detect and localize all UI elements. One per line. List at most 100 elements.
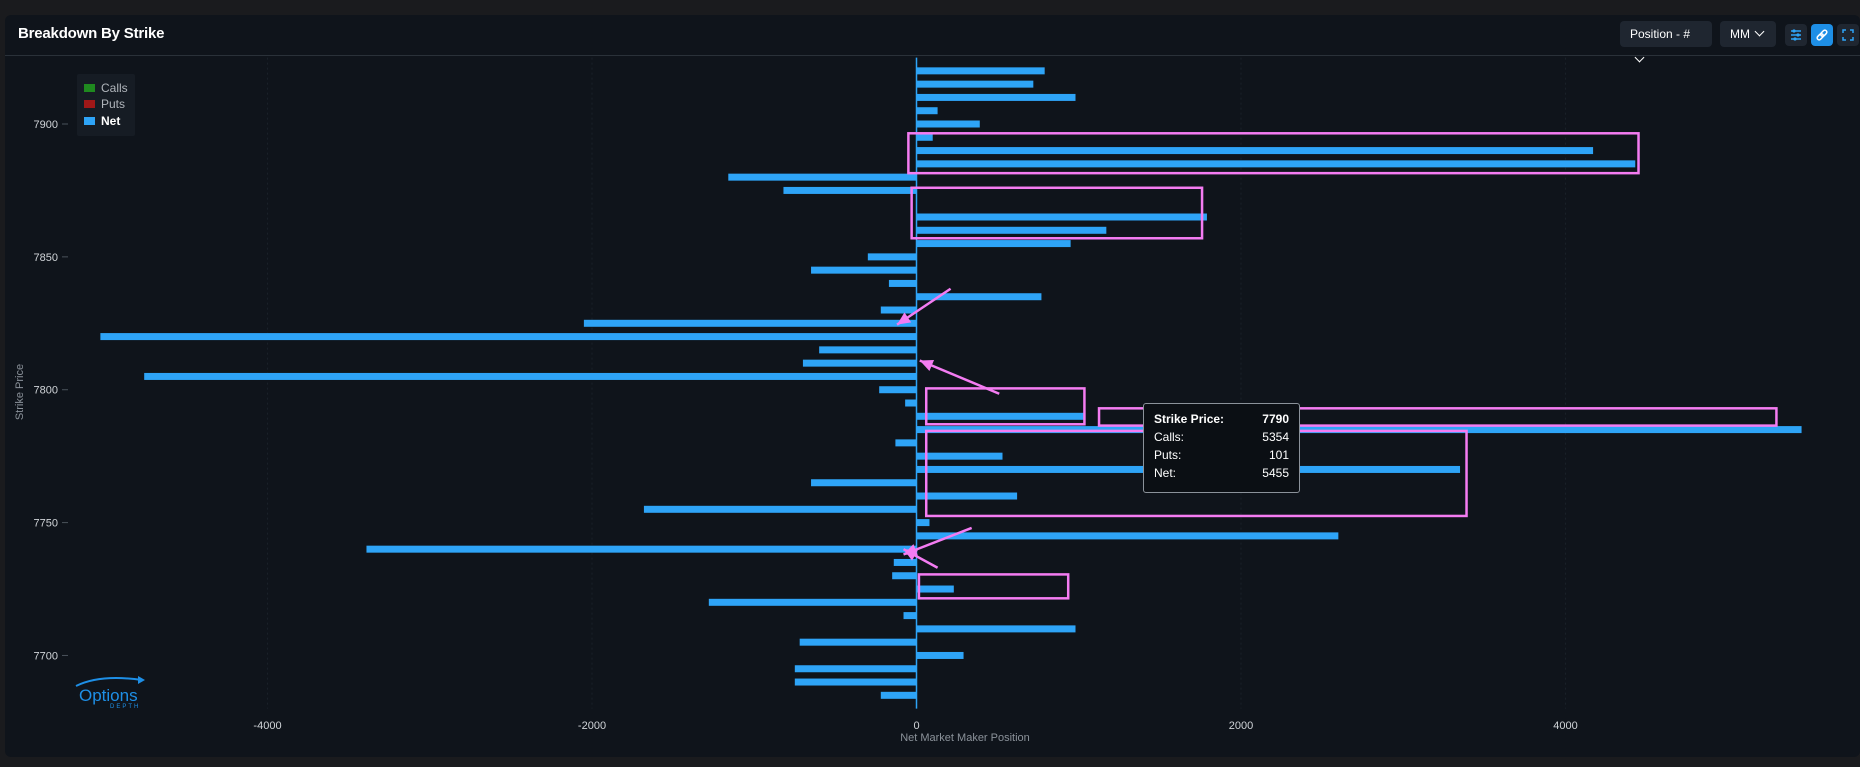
tooltip-calls-label: Calls: xyxy=(1154,430,1185,444)
x-axis-ticks: -4000 -2000 0 2000 4000 xyxy=(253,720,1577,732)
net-bar-7705[interactable] xyxy=(799,638,917,646)
highlight-boxes xyxy=(907,132,1778,600)
net-bar-7880[interactable] xyxy=(728,173,917,181)
legend-item-puts[interactable]: Puts xyxy=(101,97,125,111)
highlight-box-3 xyxy=(924,387,1086,426)
logo-subtext: DEPTH xyxy=(110,704,140,710)
net-bar-7885[interactable] xyxy=(916,160,1636,168)
arrow-2 xyxy=(919,359,1000,395)
net-bar-7845[interactable] xyxy=(811,266,917,274)
net-bar-7690[interactable] xyxy=(794,678,917,686)
sliders-icon xyxy=(1791,29,1801,41)
annotation-arrows xyxy=(896,287,1000,569)
net-bar-7900[interactable] xyxy=(916,120,980,128)
tooltip-puts-label: Puts: xyxy=(1154,448,1182,462)
highlight-box-6 xyxy=(917,573,1070,600)
x-tick-label: -4000 xyxy=(253,720,281,732)
link-button[interactable] xyxy=(1811,24,1833,46)
net-bar-7715[interactable] xyxy=(903,612,917,620)
net-bar-7895[interactable] xyxy=(916,133,933,141)
y-tick-label: 7800 xyxy=(34,385,58,397)
net-bar-7920[interactable] xyxy=(916,67,1045,75)
y-tick-label: 7700 xyxy=(34,650,58,662)
fullscreen-icon xyxy=(1842,29,1854,41)
net-bar-7700[interactable] xyxy=(916,651,964,659)
x-tick-label: 2000 xyxy=(1229,720,1253,732)
arrow-1 xyxy=(896,287,952,326)
net-bar-7850[interactable] xyxy=(867,253,917,261)
net-bars xyxy=(100,67,1802,699)
strike-tooltip: Strike Price: 7790 Calls: 5354 Puts: 101 Ne… xyxy=(1143,403,1300,493)
panel-title: Breakdown By Strike xyxy=(18,25,165,42)
net-bar-7855[interactable] xyxy=(916,240,1071,248)
net-bar-7800[interactable] xyxy=(879,386,917,394)
net-bar-7730[interactable] xyxy=(892,572,917,580)
net-bar-7825[interactable] xyxy=(583,319,917,327)
x-tick-label: 4000 xyxy=(1553,720,1577,732)
net-bar-7835[interactable] xyxy=(916,293,1042,301)
legend-item-net[interactable]: Net xyxy=(101,114,120,128)
net-bar-7735[interactable] xyxy=(893,558,917,566)
mm-select-label: MM xyxy=(1730,27,1750,41)
net-bar-7720[interactable] xyxy=(708,598,917,606)
net-bar-7875[interactable] xyxy=(783,186,917,194)
legend-item-calls[interactable]: Calls xyxy=(101,81,128,95)
highlight-box-4 xyxy=(1097,407,1778,427)
net-bar-7840[interactable] xyxy=(888,279,917,287)
net-bar-7755[interactable] xyxy=(643,505,917,513)
tooltip-puts-value: 101 xyxy=(1268,448,1289,462)
net-bar-7910[interactable] xyxy=(916,93,1076,101)
net-bar-7820[interactable] xyxy=(100,333,917,341)
position-select[interactable]: Position - # xyxy=(1620,21,1712,63)
net-bar-7830[interactable] xyxy=(880,306,917,314)
net-bar-7695[interactable] xyxy=(794,665,917,673)
net-bar-7795[interactable] xyxy=(905,399,917,407)
y-axis-label: Strike Price xyxy=(14,364,26,420)
net-bar-7750[interactable] xyxy=(916,519,930,527)
highlight-box-1 xyxy=(907,132,1640,175)
position-select-label: Position - # xyxy=(1630,27,1691,41)
net-bar-7685[interactable] xyxy=(880,691,917,699)
link-icon xyxy=(1816,29,1828,41)
arrow-4 xyxy=(902,548,939,569)
net-bar-7790[interactable] xyxy=(916,412,1084,420)
net-bar-7710[interactable] xyxy=(916,625,1076,633)
settings-button[interactable] xyxy=(1785,24,1807,46)
net-bar-7905[interactable] xyxy=(916,107,938,115)
legend-swatch-net xyxy=(84,117,95,125)
net-bar-7765[interactable] xyxy=(811,479,917,487)
y-axis-ticks: 7700 7750 7800 7850 7900 xyxy=(34,119,68,662)
y-tick-label: 7900 xyxy=(34,119,58,131)
net-bar-7745[interactable] xyxy=(916,532,1339,540)
x-tick-label: -2000 xyxy=(578,720,606,732)
net-bar-7805[interactable] xyxy=(144,372,917,380)
net-bar-7915[interactable] xyxy=(916,80,1034,88)
y-tick-label: 7850 xyxy=(34,252,58,264)
fullscreen-button[interactable] xyxy=(1837,24,1859,46)
tooltip-strike-label: Strike Price: xyxy=(1154,412,1225,426)
net-bar-7780[interactable] xyxy=(895,439,917,447)
logo-text: Options xyxy=(79,686,138,705)
legend-swatch-puts xyxy=(84,100,95,108)
options-depth-logo: Options DEPTH xyxy=(75,676,145,710)
net-bar-7760[interactable] xyxy=(916,492,1018,500)
net-bar-7775[interactable] xyxy=(916,452,1003,460)
net-bar-7785[interactable] xyxy=(916,426,1802,434)
mm-select[interactable]: MM xyxy=(1720,21,1776,47)
highlight-box-2 xyxy=(910,186,1204,240)
panel-header: Breakdown By Strike Position - # MM xyxy=(5,15,1860,63)
net-bar-7860[interactable] xyxy=(916,226,1107,234)
net-bar-7810[interactable] xyxy=(802,359,917,367)
x-tick-label: 0 xyxy=(913,720,919,732)
net-bar-7890[interactable] xyxy=(916,147,1594,155)
net-bar-7865[interactable] xyxy=(916,213,1207,221)
chart-grid xyxy=(267,57,1566,709)
net-bar-7815[interactable] xyxy=(819,346,917,354)
legend-swatch-calls xyxy=(84,84,95,92)
tooltip-calls-value: 5354 xyxy=(1262,430,1289,444)
net-bar-7740[interactable] xyxy=(366,545,917,553)
tooltip-strike-value: 7790 xyxy=(1262,412,1289,426)
net-bar-7725[interactable] xyxy=(916,585,954,593)
tooltip-net-value: 5455 xyxy=(1262,466,1289,480)
